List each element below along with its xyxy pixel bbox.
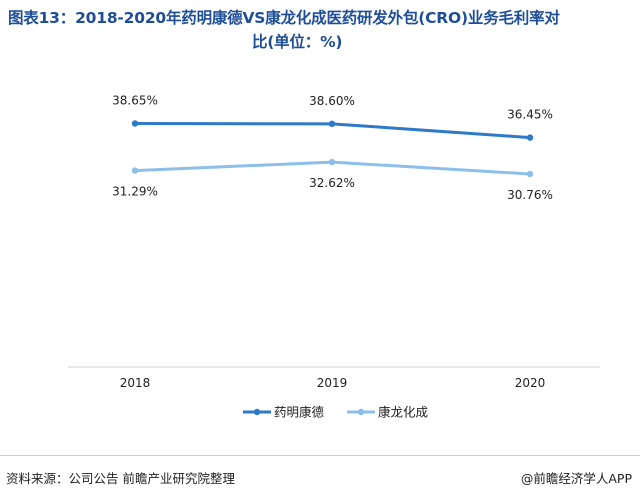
legend[interactable]: 药明康德 康龙化成	[243, 405, 428, 420]
data-label: 38.65%	[112, 94, 158, 108]
series-1-point[interactable]	[328, 120, 336, 128]
legend-item-2[interactable]: 康龙化成	[347, 405, 428, 420]
series-1-point[interactable]	[131, 120, 139, 127]
series-2-point[interactable]	[526, 170, 534, 178]
data-label: 31.29%	[112, 185, 158, 199]
legend-label: 康龙化成	[378, 405, 428, 420]
chart-title-line1: 图表13：2018-2020年药明康德VS康龙化成医药研发外包(CRO)业务毛利…	[8, 9, 560, 27]
x-tick-label: 2019	[317, 376, 348, 390]
series-2-point[interactable]	[328, 158, 336, 166]
legend-marker	[253, 408, 261, 416]
legend-item-1[interactable]: 药明康德	[243, 405, 325, 420]
series-1: 38.65% 38.60% 36.45%	[112, 94, 553, 141]
data-label: 38.60%	[309, 94, 355, 108]
source-note: 资料来源：公司公告 前瞻产业研究院整理	[6, 471, 235, 486]
x-tick-label: 2020	[515, 376, 546, 390]
data-label: 32.62%	[309, 176, 355, 190]
x-tick-label: 2018	[120, 376, 151, 390]
data-label: 30.76%	[507, 188, 553, 202]
chart-title: 图表13：2018-2020年药明康德VS康龙化成医药研发外包(CRO)业务毛利…	[8, 6, 632, 54]
data-label: 36.45%	[507, 108, 553, 122]
chart-title-line2: 比(单位：%)	[252, 33, 343, 51]
series-layer: 38.65% 38.60% 36.45% 31.29% 32.62% 30.76%	[112, 94, 553, 202]
series-2-point[interactable]	[131, 167, 139, 174]
footer-divider	[0, 455, 640, 456]
series-2: 31.29% 32.62% 30.76%	[112, 158, 553, 202]
legend-label: 药明康德	[274, 405, 325, 420]
x-tick-labels: 2018 2019 2020	[120, 376, 546, 390]
legend-marker	[357, 408, 365, 416]
series-1-point[interactable]	[526, 134, 534, 141]
brand-signature: @前瞻经济学人APP	[520, 471, 632, 486]
